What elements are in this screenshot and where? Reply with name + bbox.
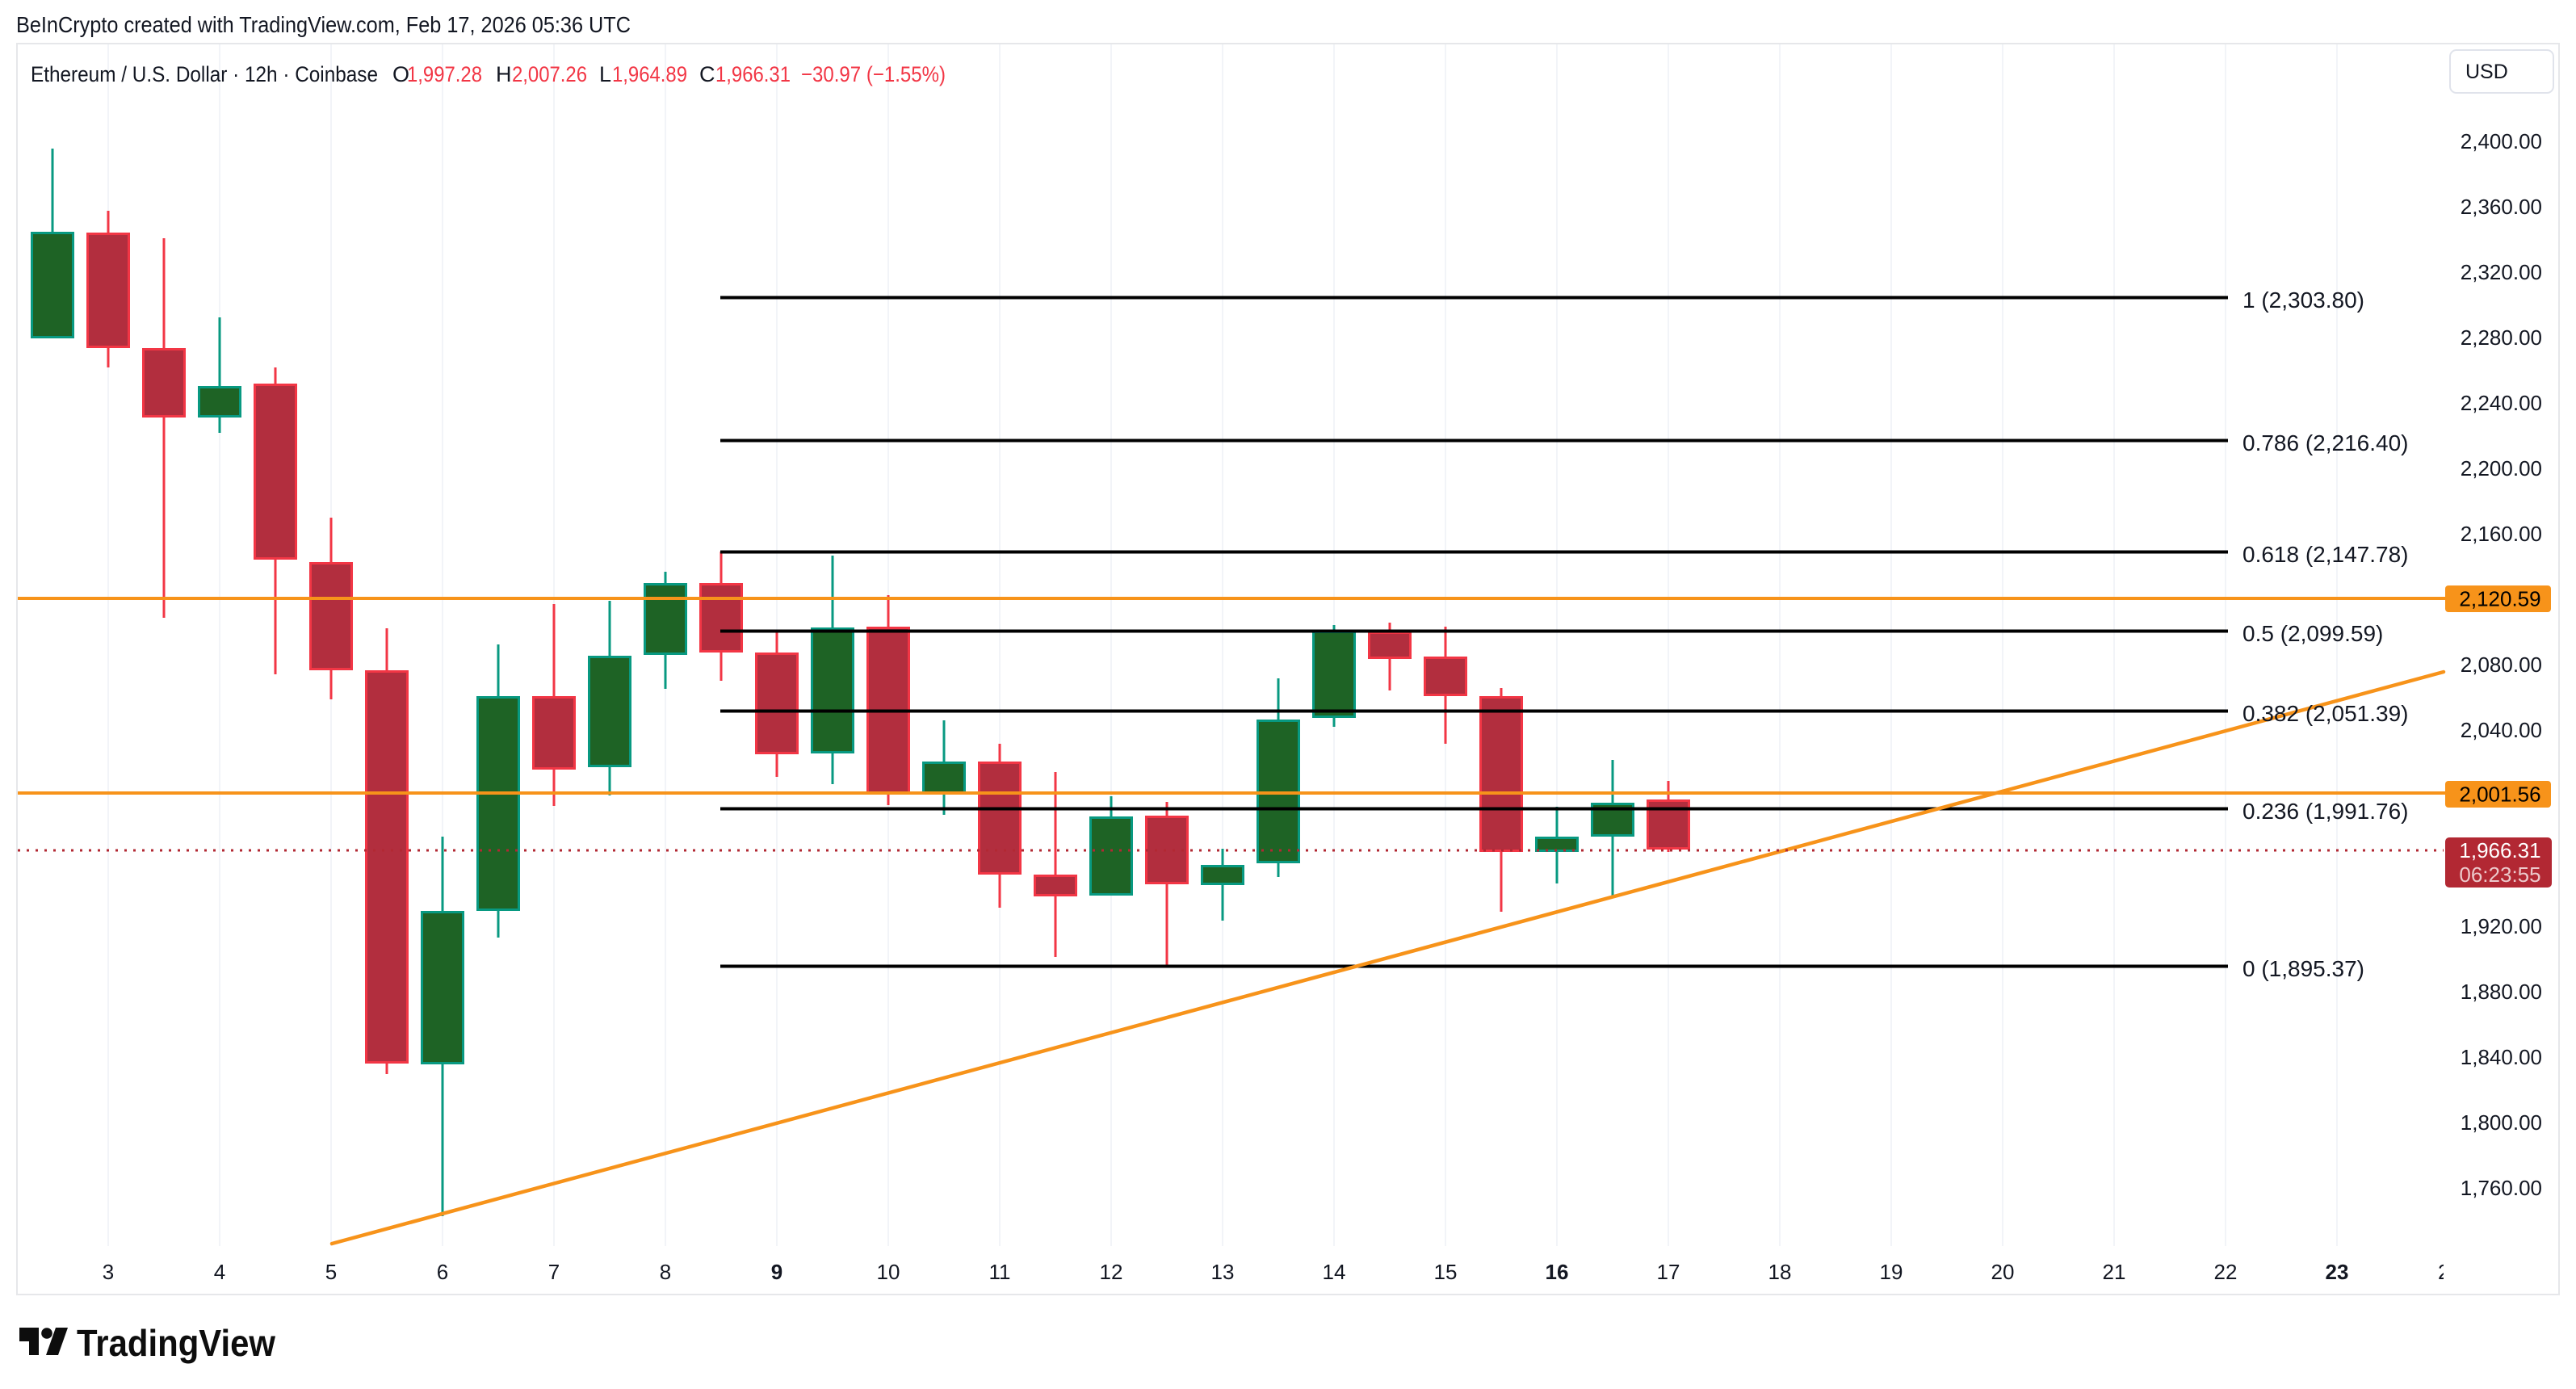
svg-text:0.236 (1,991.76): 0.236 (1,991.76) bbox=[2242, 799, 2409, 824]
svg-text:15: 15 bbox=[1434, 1260, 1458, 1284]
svg-text:1,880.00: 1,880.00 bbox=[2461, 980, 2542, 1004]
svg-text:20: 20 bbox=[1991, 1260, 2015, 1284]
svg-text:06:23:55: 06:23:55 bbox=[2459, 862, 2540, 887]
svg-text:L: L bbox=[599, 62, 611, 86]
svg-text:1,840.00: 1,840.00 bbox=[2461, 1045, 2542, 1069]
svg-text:BeInCrypto created with Tradin: BeInCrypto created with TradingView.com,… bbox=[16, 12, 631, 37]
svg-text:7: 7 bbox=[548, 1260, 560, 1284]
svg-text:8: 8 bbox=[660, 1260, 671, 1284]
svg-text:1,964.89: 1,964.89 bbox=[612, 62, 687, 86]
svg-text:1,800.00: 1,800.00 bbox=[2461, 1110, 2542, 1135]
svg-text:2,280.00: 2,280.00 bbox=[2461, 325, 2542, 350]
svg-text:2,200.00: 2,200.00 bbox=[2461, 456, 2542, 480]
svg-text:1,760.00: 1,760.00 bbox=[2461, 1176, 2542, 1200]
svg-text:6: 6 bbox=[437, 1260, 448, 1284]
svg-text:4: 4 bbox=[214, 1260, 225, 1284]
svg-text:12: 12 bbox=[1100, 1260, 1123, 1284]
svg-text:2: 2 bbox=[2438, 1260, 2449, 1284]
svg-text:O: O bbox=[392, 62, 409, 86]
svg-text:2,080.00: 2,080.00 bbox=[2461, 653, 2542, 677]
svg-text:9: 9 bbox=[771, 1260, 782, 1284]
svg-text:−30.97 (−1.55%): −30.97 (−1.55%) bbox=[801, 62, 946, 86]
svg-text:1,997.28: 1,997.28 bbox=[407, 62, 482, 86]
svg-text:2,007.26: 2,007.26 bbox=[512, 62, 587, 86]
svg-text:Ethereum / U.S. Dollar · 12h ·: Ethereum / U.S. Dollar · 12h · Coinbase bbox=[31, 62, 378, 86]
svg-text:USD: USD bbox=[2465, 61, 2508, 83]
svg-text:C: C bbox=[699, 62, 715, 86]
svg-text:2,120.59: 2,120.59 bbox=[2459, 587, 2540, 611]
svg-text:0.618 (2,147.78): 0.618 (2,147.78) bbox=[2242, 542, 2409, 567]
svg-text:0.5 (2,099.59): 0.5 (2,099.59) bbox=[2242, 621, 2383, 646]
svg-text:2,001.56: 2,001.56 bbox=[2459, 783, 2540, 807]
svg-text:10: 10 bbox=[877, 1260, 900, 1284]
svg-text:2,320.00: 2,320.00 bbox=[2461, 260, 2542, 284]
svg-text:13: 13 bbox=[1211, 1260, 1235, 1284]
svg-text:17: 17 bbox=[1657, 1260, 1680, 1284]
svg-text:0 (1,895.37): 0 (1,895.37) bbox=[2242, 956, 2364, 981]
svg-text:1 (2,303.80): 1 (2,303.80) bbox=[2242, 287, 2364, 313]
svg-text:22: 22 bbox=[2214, 1260, 2238, 1284]
svg-text:1,966.31: 1,966.31 bbox=[2459, 838, 2540, 862]
svg-text:11: 11 bbox=[989, 1260, 1011, 1284]
svg-text:2,160.00: 2,160.00 bbox=[2461, 522, 2542, 546]
svg-text:14: 14 bbox=[1323, 1260, 1346, 1284]
svg-text:2,400.00: 2,400.00 bbox=[2461, 129, 2542, 153]
svg-text:3: 3 bbox=[103, 1260, 114, 1284]
svg-text:1,966.31: 1,966.31 bbox=[715, 62, 791, 86]
svg-text:21: 21 bbox=[2103, 1260, 2126, 1284]
svg-text:TradingView: TradingView bbox=[77, 1322, 275, 1364]
svg-text:2,040.00: 2,040.00 bbox=[2461, 718, 2542, 742]
svg-text:2,360.00: 2,360.00 bbox=[2461, 195, 2542, 219]
svg-text:23: 23 bbox=[2326, 1260, 2349, 1284]
svg-text:0.786 (2,216.40): 0.786 (2,216.40) bbox=[2242, 430, 2409, 455]
svg-text:H: H bbox=[496, 62, 512, 86]
svg-text:1,920.00: 1,920.00 bbox=[2461, 914, 2542, 938]
svg-text:16: 16 bbox=[1546, 1260, 1569, 1284]
svg-text:19: 19 bbox=[1880, 1260, 1903, 1284]
svg-text:2,240.00: 2,240.00 bbox=[2461, 391, 2542, 415]
svg-text:0.382 (2,051.39): 0.382 (2,051.39) bbox=[2242, 701, 2409, 726]
svg-text:18: 18 bbox=[1768, 1260, 1792, 1284]
svg-text:5: 5 bbox=[325, 1260, 337, 1284]
